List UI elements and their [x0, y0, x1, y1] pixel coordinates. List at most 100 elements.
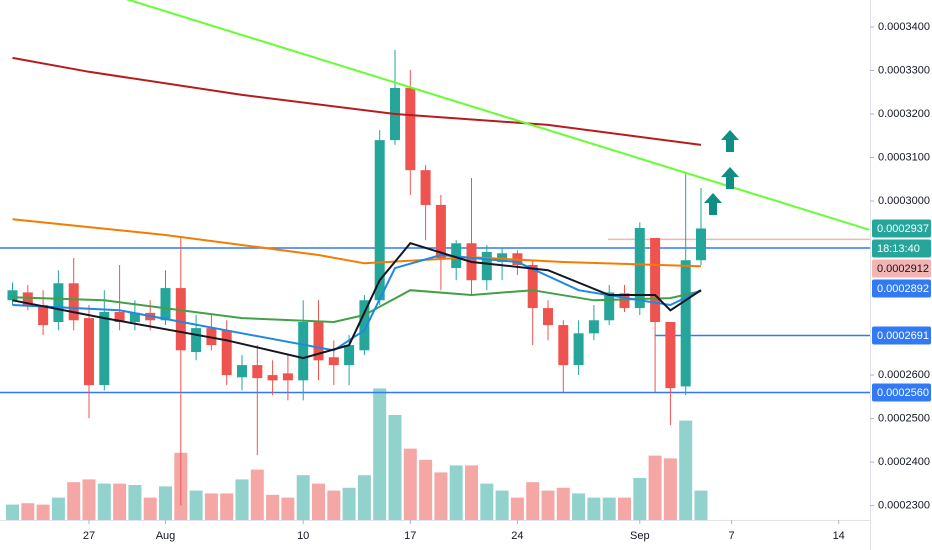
candle-body [68, 283, 79, 321]
volume-bar [21, 503, 35, 520]
candle-body [175, 288, 186, 351]
up-arrow [721, 167, 739, 189]
candle-body [374, 140, 385, 301]
y-tick-label: 0.0002400 [878, 456, 930, 468]
last-price-badge [872, 219, 931, 238]
volume-bar [189, 490, 203, 520]
volume-bar [541, 490, 555, 520]
price-line-badge [872, 383, 931, 402]
price-line-label: 0.0002691 [877, 330, 929, 342]
volume-bar [663, 458, 677, 520]
candle-body [359, 300, 370, 351]
x-tick-label: Aug [156, 530, 176, 542]
candle-body [221, 330, 232, 376]
moving-average [12, 56, 702, 146]
y-tick-label: 0.0003100 [878, 151, 930, 163]
candle-body [114, 312, 125, 323]
volume-bar [633, 478, 647, 520]
candle-body [7, 290, 18, 301]
candle-body [298, 322, 309, 381]
volume-bar [495, 490, 509, 520]
volume-bar [556, 487, 570, 520]
y-tick-label: 0.0002600 [878, 369, 930, 381]
candle-body [543, 308, 553, 326]
price-line-badge [872, 279, 931, 298]
moving-average [12, 218, 702, 268]
volume-bar [128, 485, 142, 520]
volume-bar [434, 472, 448, 520]
last-price-label: 0.0002937 [877, 223, 929, 235]
volume-bar [526, 482, 540, 520]
price-line-label: 0.0002892 [877, 283, 929, 295]
price-line-label: 0.0002560 [877, 387, 929, 399]
volume-bar [342, 487, 356, 520]
volume-bar [143, 497, 157, 520]
volume-bar [679, 420, 693, 520]
candle-body [237, 365, 247, 378]
candle-body [696, 228, 706, 261]
candle-body [405, 87, 416, 171]
volume-bar [694, 490, 708, 520]
plot-area [0, 0, 870, 520]
candle-body [497, 253, 508, 262]
volume-bar [36, 504, 50, 520]
volume-bar [618, 497, 631, 520]
volume-bar [250, 469, 264, 520]
volume-bar [281, 497, 295, 520]
y-tick-label: 0.0003000 [878, 195, 930, 207]
volume-bar [602, 497, 616, 520]
volume-bar [159, 486, 172, 520]
candle-body [573, 333, 584, 366]
candle-body [481, 251, 492, 281]
volume-bar [648, 455, 662, 520]
volume-bar [97, 483, 111, 520]
candle-body [558, 325, 569, 366]
y-tick-label: 0.0003400 [878, 21, 930, 33]
volume-bar [373, 388, 387, 520]
volume-bar [235, 479, 249, 520]
volume-bar [113, 483, 127, 520]
candle-body [282, 373, 293, 381]
moving-average [12, 253, 702, 352]
candle-body [267, 375, 278, 381]
candle-body [435, 204, 446, 259]
volume-bar [465, 465, 478, 520]
x-tick-label: 7 [729, 530, 735, 542]
moving-average [12, 289, 702, 324]
candle-body [604, 292, 615, 321]
candle-body [619, 293, 630, 309]
volume-bar [480, 483, 494, 520]
countdown-label: 18:13:40 [877, 243, 920, 255]
trend-line [125, 0, 870, 231]
candle-body [650, 238, 661, 323]
candle-body [328, 357, 339, 366]
volume-bar [220, 493, 234, 520]
y-tick-label: 0.0002500 [878, 413, 930, 425]
annotation-arrows [704, 130, 739, 215]
volume-bar [312, 483, 325, 520]
volume-bar [67, 482, 81, 520]
price-line-badge [872, 326, 931, 345]
candle-body [38, 305, 49, 326]
volume-bar [419, 459, 433, 520]
y-tick-label: 0.0003200 [878, 108, 930, 120]
candle-body [53, 283, 64, 323]
countdown-badge [872, 239, 931, 258]
candle-body [527, 265, 538, 309]
x-tick-label: Sep [630, 530, 650, 542]
moving-average [12, 242, 702, 360]
volume-bar [449, 465, 463, 520]
candle-body [344, 345, 355, 366]
x-tick-label: 10 [297, 530, 309, 542]
volume-bar [327, 490, 341, 520]
x-tick-label: 27 [83, 530, 95, 542]
volume-bar [51, 497, 65, 520]
y-tick-label: 0.0003300 [878, 64, 930, 76]
volume-bar [6, 504, 19, 520]
volume-bar [510, 497, 524, 520]
candle-body [420, 170, 431, 205]
candle-body [634, 228, 645, 309]
axes: 0.0003400 0.0003300 0.0003200 0.0003100 0.00… [83, 21, 931, 542]
